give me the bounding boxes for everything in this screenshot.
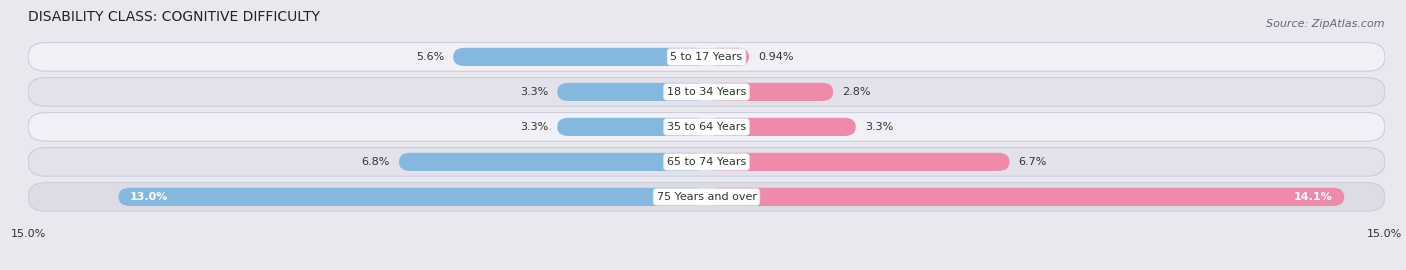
Text: 2.8%: 2.8% xyxy=(842,87,870,97)
Text: 5.6%: 5.6% xyxy=(416,52,444,62)
Text: 3.3%: 3.3% xyxy=(520,122,548,132)
Text: 13.0%: 13.0% xyxy=(129,192,169,202)
Text: 75 Years and over: 75 Years and over xyxy=(657,192,756,202)
Text: 35 to 64 Years: 35 to 64 Years xyxy=(666,122,747,132)
FancyBboxPatch shape xyxy=(557,118,707,136)
Text: DISABILITY CLASS: COGNITIVE DIFFICULTY: DISABILITY CLASS: COGNITIVE DIFFICULTY xyxy=(28,10,321,24)
Text: 3.3%: 3.3% xyxy=(520,87,548,97)
Text: 18 to 34 Years: 18 to 34 Years xyxy=(666,87,747,97)
Text: 14.1%: 14.1% xyxy=(1294,192,1333,202)
FancyBboxPatch shape xyxy=(707,48,749,66)
FancyBboxPatch shape xyxy=(28,43,1385,71)
Text: 65 to 74 Years: 65 to 74 Years xyxy=(666,157,747,167)
FancyBboxPatch shape xyxy=(453,48,707,66)
Text: 0.94%: 0.94% xyxy=(758,52,793,62)
FancyBboxPatch shape xyxy=(557,83,707,101)
FancyBboxPatch shape xyxy=(707,83,834,101)
FancyBboxPatch shape xyxy=(28,77,1385,106)
FancyBboxPatch shape xyxy=(28,183,1385,211)
Text: 6.7%: 6.7% xyxy=(1018,157,1047,167)
Text: 3.3%: 3.3% xyxy=(865,122,893,132)
FancyBboxPatch shape xyxy=(707,118,856,136)
Text: Source: ZipAtlas.com: Source: ZipAtlas.com xyxy=(1267,19,1385,29)
FancyBboxPatch shape xyxy=(707,188,1344,206)
FancyBboxPatch shape xyxy=(399,153,707,171)
FancyBboxPatch shape xyxy=(28,113,1385,141)
FancyBboxPatch shape xyxy=(118,188,707,206)
FancyBboxPatch shape xyxy=(707,153,1010,171)
Text: 5 to 17 Years: 5 to 17 Years xyxy=(671,52,742,62)
FancyBboxPatch shape xyxy=(28,147,1385,176)
Text: 6.8%: 6.8% xyxy=(361,157,389,167)
